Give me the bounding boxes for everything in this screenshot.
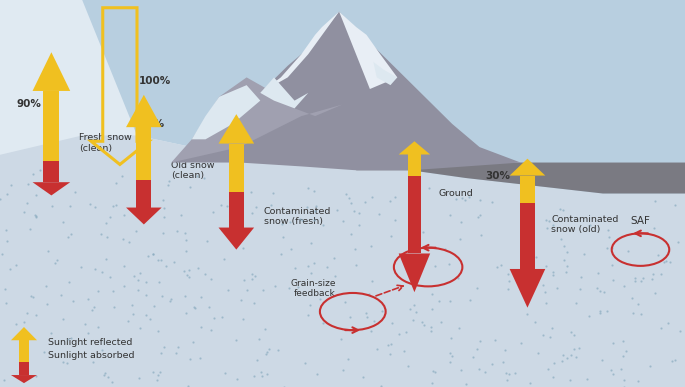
Polygon shape xyxy=(373,62,397,85)
Polygon shape xyxy=(0,0,411,387)
Polygon shape xyxy=(43,161,60,182)
Polygon shape xyxy=(171,77,342,163)
Text: 70%: 70% xyxy=(139,119,164,129)
Polygon shape xyxy=(136,180,151,207)
Polygon shape xyxy=(260,12,397,93)
Polygon shape xyxy=(219,228,254,250)
Polygon shape xyxy=(520,203,535,269)
Text: Sunlight reflected: Sunlight reflected xyxy=(48,338,132,347)
Polygon shape xyxy=(11,375,37,383)
Polygon shape xyxy=(33,52,70,91)
Text: 60%: 60% xyxy=(201,138,226,148)
Text: Old snow
(clean): Old snow (clean) xyxy=(171,161,215,180)
Text: 90%: 90% xyxy=(16,99,41,110)
Polygon shape xyxy=(171,12,521,170)
Polygon shape xyxy=(18,340,29,362)
Polygon shape xyxy=(219,114,254,144)
Polygon shape xyxy=(136,127,151,180)
Text: Contaminated
snow (old): Contaminated snow (old) xyxy=(551,215,619,234)
Polygon shape xyxy=(408,176,421,253)
Polygon shape xyxy=(229,144,244,192)
Text: SAF: SAF xyxy=(630,216,651,226)
Polygon shape xyxy=(408,154,421,176)
Text: 15%: 15% xyxy=(369,146,394,156)
Polygon shape xyxy=(33,182,70,195)
Polygon shape xyxy=(18,362,29,375)
Polygon shape xyxy=(510,159,545,176)
Text: Fresh snow
(clean): Fresh snow (clean) xyxy=(79,134,132,153)
Polygon shape xyxy=(126,95,162,127)
Polygon shape xyxy=(260,77,308,108)
Polygon shape xyxy=(43,91,60,161)
Text: Sunlight absorbed: Sunlight absorbed xyxy=(48,351,134,360)
Polygon shape xyxy=(399,141,430,154)
Polygon shape xyxy=(510,269,545,308)
Polygon shape xyxy=(520,176,535,203)
Polygon shape xyxy=(0,135,685,387)
Polygon shape xyxy=(399,253,430,292)
Text: 30%: 30% xyxy=(486,171,510,181)
Text: Grain-size
feedback: Grain-size feedback xyxy=(290,279,336,298)
Text: Ground: Ground xyxy=(438,189,473,198)
Polygon shape xyxy=(192,85,260,139)
Polygon shape xyxy=(356,163,685,194)
Polygon shape xyxy=(11,327,37,340)
Text: 100%: 100% xyxy=(139,76,171,86)
Polygon shape xyxy=(126,207,162,224)
Text: Contaminated
snow (fresh): Contaminated snow (fresh) xyxy=(264,207,331,226)
Polygon shape xyxy=(229,192,244,228)
